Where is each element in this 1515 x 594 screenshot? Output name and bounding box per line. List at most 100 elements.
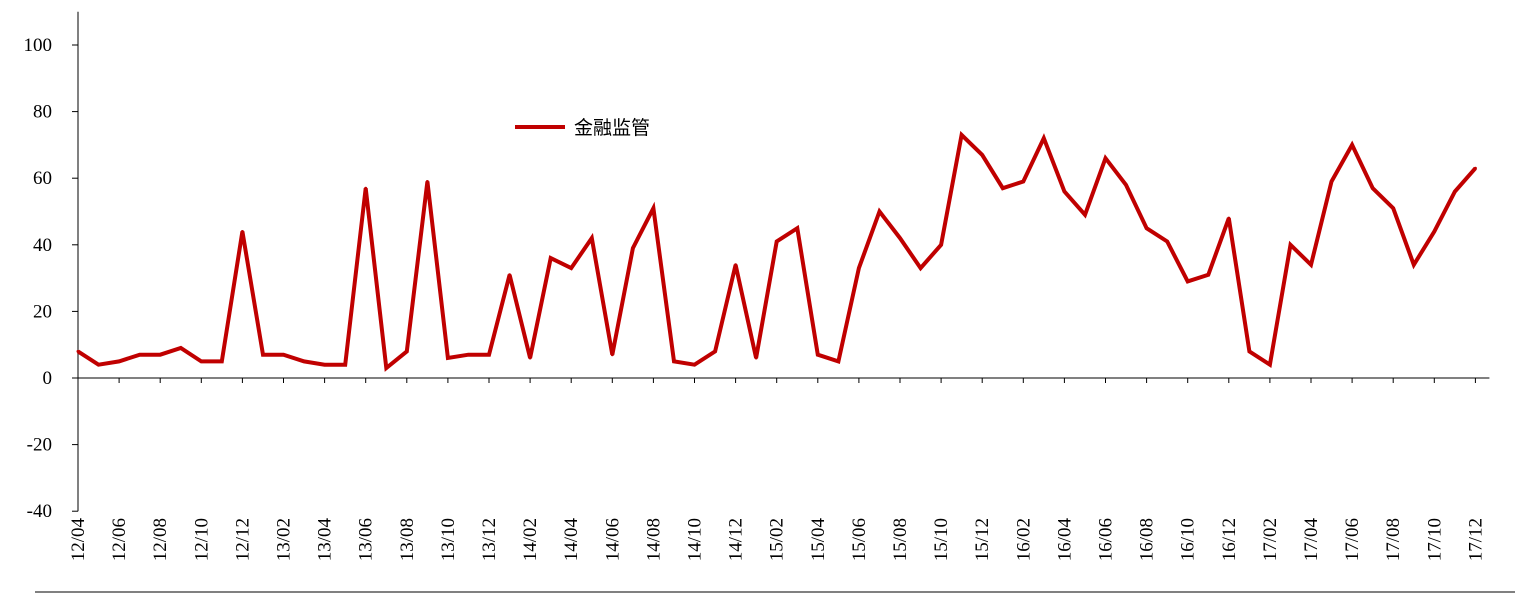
data-point xyxy=(898,236,902,240)
data-point xyxy=(569,266,573,270)
y-tick-label: 40 xyxy=(33,235,52,256)
legend-label: 金融监管 xyxy=(574,117,650,139)
data-point xyxy=(117,359,121,363)
series-layer xyxy=(76,130,1477,372)
x-tick-label: 13/06 xyxy=(356,518,377,561)
x-tick-label: 14/12 xyxy=(726,518,747,561)
data-point xyxy=(651,206,655,210)
data-point xyxy=(508,273,512,277)
x-tick-label: 14/04 xyxy=(561,518,582,562)
data-point xyxy=(1124,183,1128,187)
data-point xyxy=(1062,190,1066,194)
x-tick-label: 17/12 xyxy=(1465,518,1486,561)
data-point xyxy=(1083,213,1087,217)
data-point xyxy=(693,363,696,367)
data-point xyxy=(1104,156,1107,160)
data-point xyxy=(1473,166,1477,170)
data-point xyxy=(323,363,327,367)
x-tick-label: 15/06 xyxy=(849,518,870,561)
x-tick-label: 15/02 xyxy=(767,518,788,561)
x-tick-label: 16/12 xyxy=(1219,518,1240,561)
data-point xyxy=(261,353,265,357)
data-point xyxy=(672,359,676,363)
data-point xyxy=(97,363,101,367)
x-tick-label: 16/06 xyxy=(1096,518,1117,561)
data-point xyxy=(1001,186,1005,190)
data-point xyxy=(1350,143,1354,147)
data-point xyxy=(960,133,964,137)
y-tick-label: -40 xyxy=(27,501,52,522)
data-point xyxy=(1165,239,1169,243)
data-point xyxy=(1247,349,1251,353)
data-point xyxy=(1330,180,1334,184)
data-point xyxy=(816,353,820,357)
x-tick-label: 15/12 xyxy=(972,518,993,561)
data-point xyxy=(199,359,203,363)
x-tick-label: 12/08 xyxy=(150,518,171,561)
x-tick-label: 14/06 xyxy=(602,518,623,561)
data-point xyxy=(919,266,923,270)
x-tick-label: 13/02 xyxy=(274,518,295,561)
data-point xyxy=(364,186,368,190)
data-point xyxy=(713,349,717,353)
x-tick-label: 13/10 xyxy=(438,518,459,561)
data-point xyxy=(877,210,881,213)
x-tick-label: 14/10 xyxy=(685,518,706,561)
x-tick-label: 12/04 xyxy=(68,518,89,562)
data-point xyxy=(446,356,450,360)
legend: 金融监管 xyxy=(515,117,650,139)
x-tick-label: 13/08 xyxy=(397,518,418,561)
data-point xyxy=(734,263,738,267)
x-axis: 12/04 12/06 12/08 12/10 12/12 13/02 13/04 13/06… xyxy=(68,377,1490,562)
data-point xyxy=(425,180,429,184)
x-tick-label: 15/10 xyxy=(931,518,952,561)
data-point xyxy=(1227,216,1231,220)
data-point xyxy=(1021,180,1025,184)
data-point xyxy=(1371,186,1375,190)
x-tick-label: 17/02 xyxy=(1260,518,1281,561)
data-point xyxy=(775,239,779,243)
y-axis: -40 -20 0 20 40 60 80 100 xyxy=(24,11,79,522)
series-line xyxy=(76,130,1477,372)
data-point xyxy=(240,229,244,233)
data-point xyxy=(1453,190,1457,194)
x-tick-label: 17/04 xyxy=(1301,518,1322,562)
data-point xyxy=(179,346,183,350)
x-tick-label: 16/04 xyxy=(1054,518,1075,562)
x-tick-label: 15/04 xyxy=(808,518,829,562)
data-point xyxy=(1042,136,1046,140)
x-tick-label: 16/10 xyxy=(1178,518,1199,561)
data-point xyxy=(939,243,943,247)
data-point xyxy=(528,356,532,360)
data-point xyxy=(1391,206,1395,210)
data-point xyxy=(282,353,285,357)
y-tick-label: 60 xyxy=(33,168,52,189)
y-tick-label: 100 xyxy=(24,35,53,56)
data-point xyxy=(549,256,553,260)
data-point xyxy=(1145,226,1149,230)
data-point xyxy=(631,246,635,250)
data-point xyxy=(754,356,758,360)
data-point xyxy=(302,359,306,363)
data-point xyxy=(487,353,491,357)
x-tick-label: 16/08 xyxy=(1137,518,1158,561)
data-point xyxy=(1206,273,1210,277)
y-tick-label: 0 xyxy=(43,368,53,389)
x-tick-label: 12/10 xyxy=(191,518,212,561)
data-point xyxy=(857,266,861,270)
y-tick-label: 20 xyxy=(33,301,52,322)
data-point xyxy=(76,349,80,353)
data-point xyxy=(1268,363,1272,367)
data-point xyxy=(1432,229,1436,233)
data-point xyxy=(343,363,347,367)
y-tick-label: -20 xyxy=(27,435,52,456)
x-tick-label: 12/12 xyxy=(232,518,253,561)
x-tick-label: 12/06 xyxy=(109,518,130,561)
x-tick-label: 16/02 xyxy=(1013,518,1034,561)
data-point xyxy=(405,349,409,353)
x-tick-label: 13/12 xyxy=(479,518,500,561)
x-tick-label: 17/10 xyxy=(1424,518,1445,561)
data-point xyxy=(138,353,142,357)
data-point xyxy=(466,353,470,357)
